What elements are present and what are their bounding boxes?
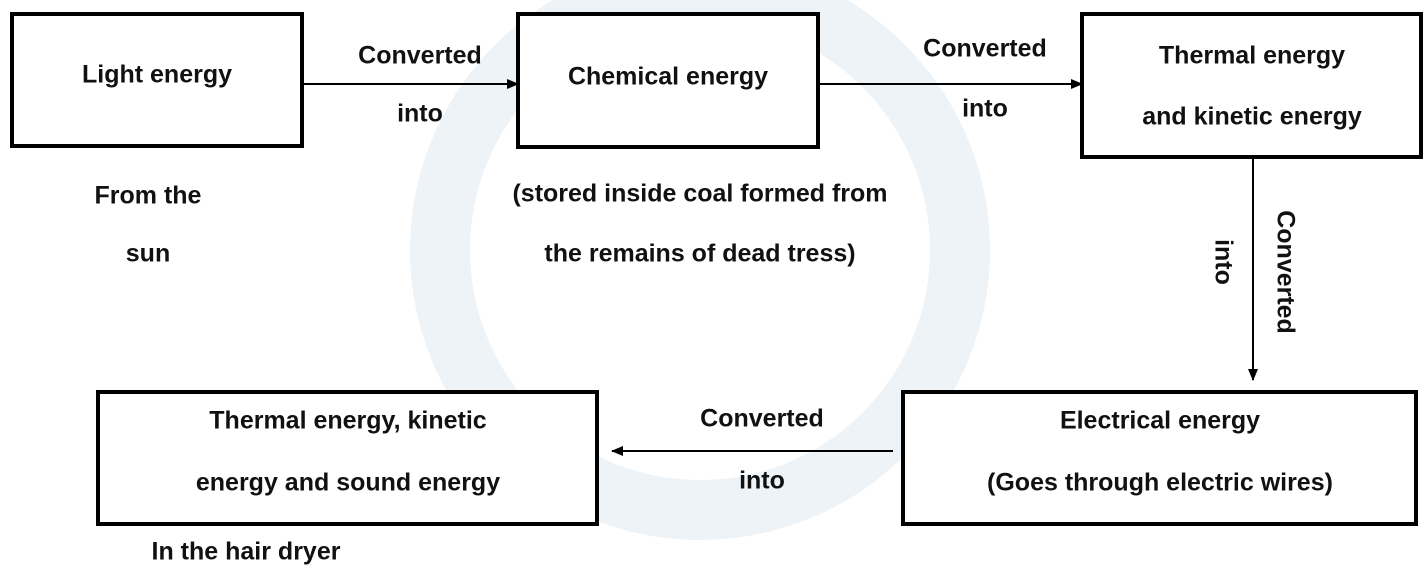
node-label: energy and sound energy [196, 469, 500, 497]
note: From the [95, 182, 202, 210]
note: sun [126, 240, 170, 268]
node-label: Light energy [82, 61, 232, 89]
note: the remains of dead tress) [544, 240, 855, 268]
node-label: Electrical energy [1060, 407, 1260, 435]
edge-label: Converted [700, 405, 824, 433]
node-label: Thermal energy, kinetic [209, 407, 487, 435]
node-box [10, 12, 304, 148]
node-label: and kinetic energy [1142, 103, 1362, 131]
edge-label: Converted [358, 42, 482, 70]
node-box [901, 390, 1418, 526]
watermark [410, 0, 990, 540]
node-box [1080, 12, 1423, 159]
node-label: Thermal energy [1159, 42, 1345, 70]
edge-label: into [1209, 239, 1237, 285]
node-label: (Goes through electric wires) [987, 469, 1333, 497]
edge-label: Converted [923, 35, 1047, 63]
edge-label: into [962, 95, 1008, 123]
node-label: Chemical energy [568, 63, 768, 91]
node-box [516, 12, 820, 149]
edge-label: Converted [1271, 210, 1299, 334]
node-box [96, 390, 599, 526]
note: In the hair dryer [152, 538, 341, 566]
note: (stored inside coal formed from [512, 180, 887, 208]
edge-label: into [739, 467, 785, 495]
edge-label: into [397, 100, 443, 128]
